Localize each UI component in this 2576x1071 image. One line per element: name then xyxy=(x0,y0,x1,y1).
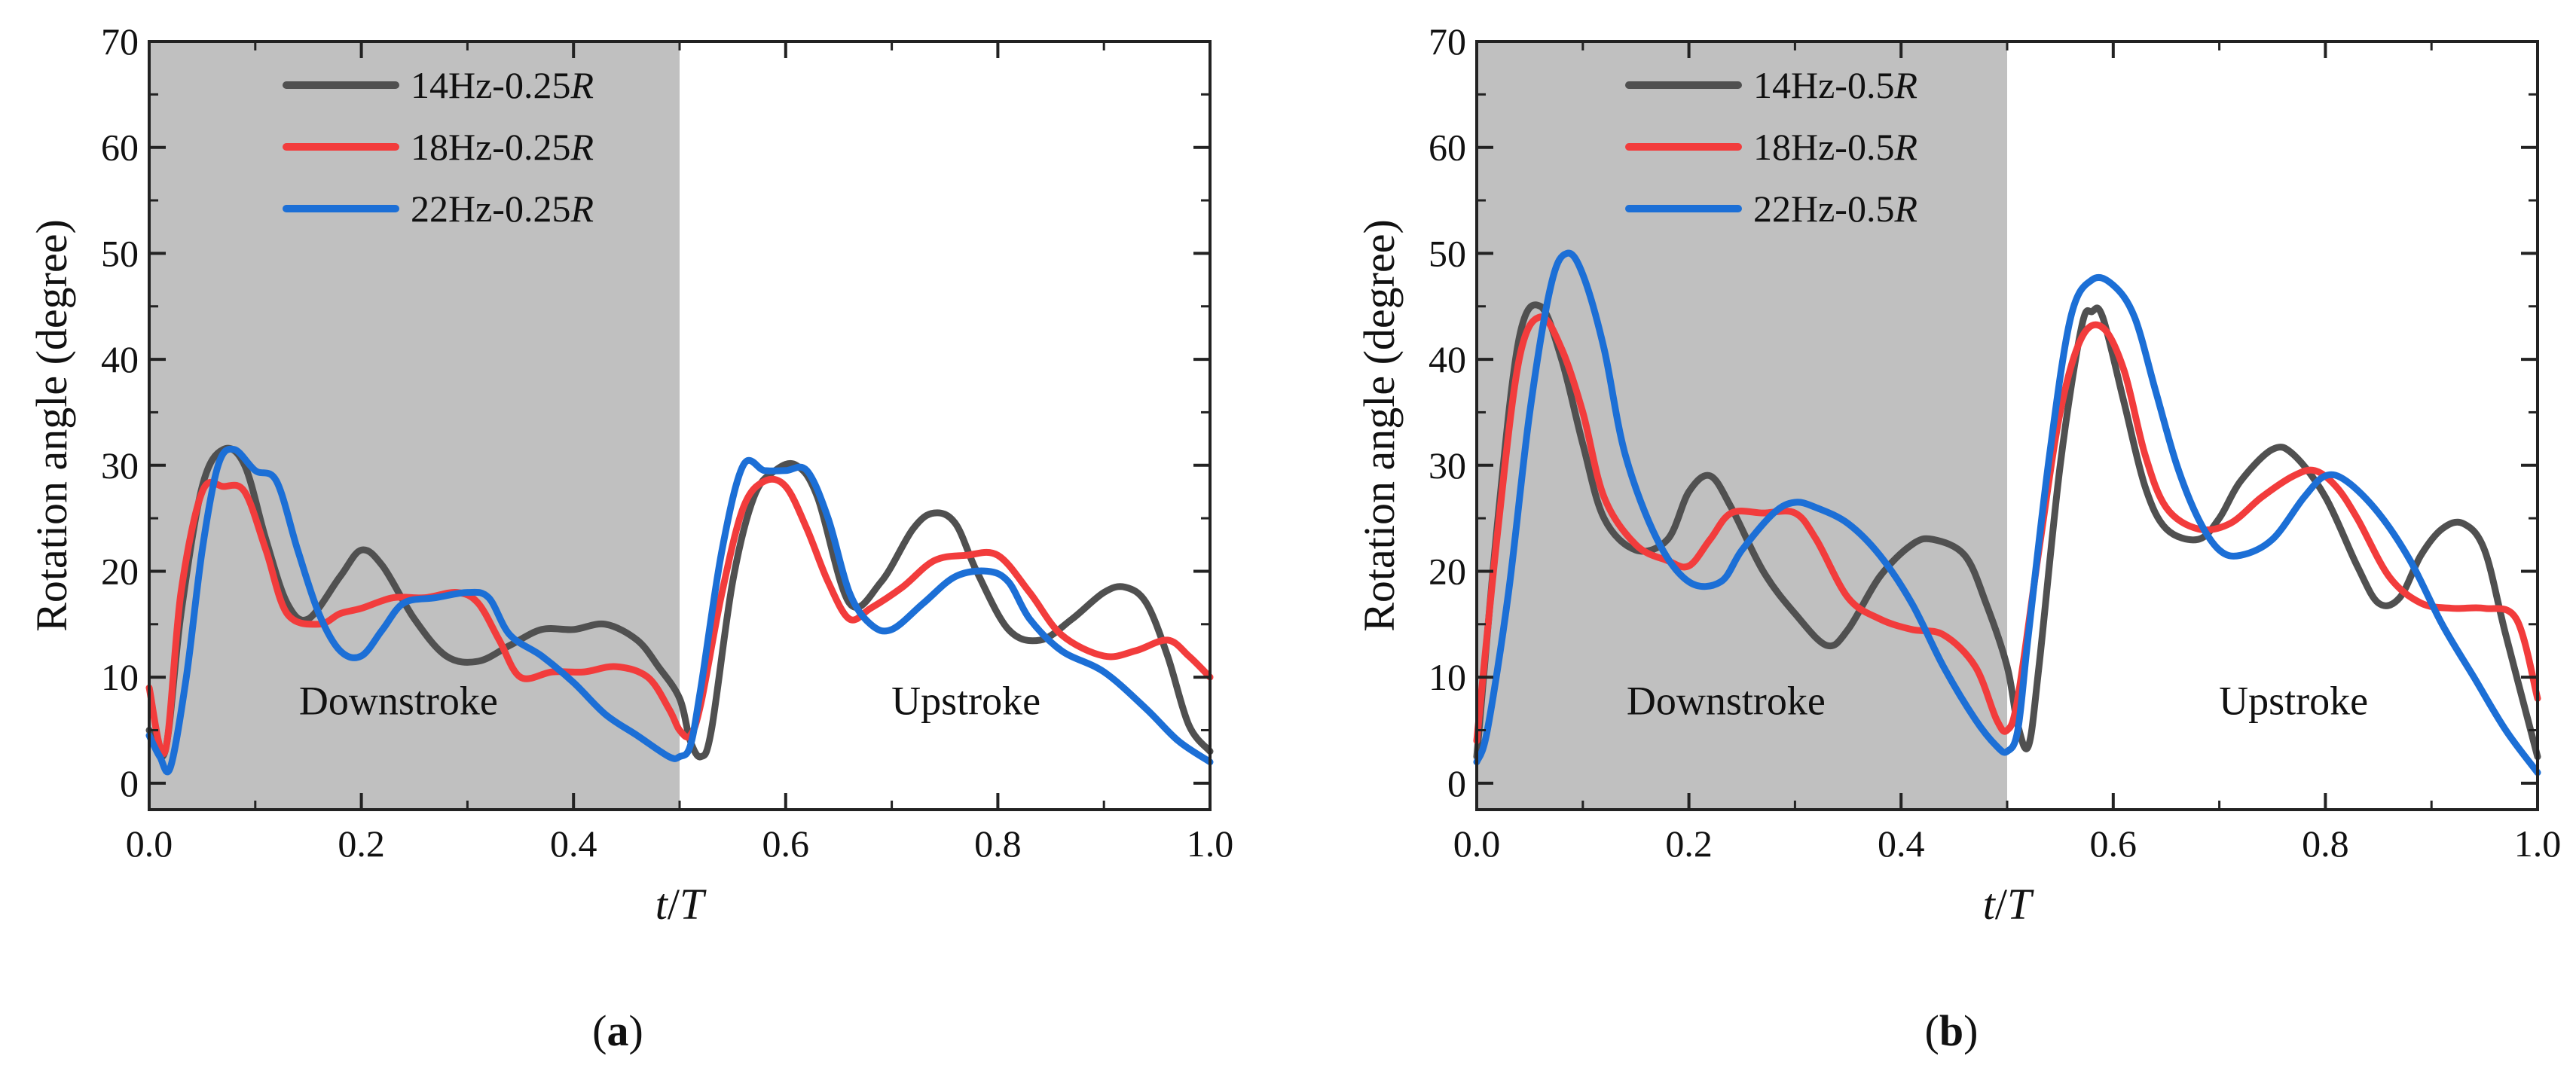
panel-a-ytick-label-60: 60 xyxy=(101,127,139,169)
panel-a-xlabel-part: t xyxy=(655,880,669,929)
panel-b-xtick-label-0.4: 0.4 xyxy=(1878,822,1925,865)
panel-b-legend-main: 14Hz-0.5 xyxy=(1753,64,1894,106)
panel-a-xlabel-part: T xyxy=(680,880,707,929)
panel-b-caption-close: ) xyxy=(1963,1006,1978,1055)
panel-b-xlabel: t/T xyxy=(1983,880,2034,929)
panel-b-xtick-label-1.0: 1.0 xyxy=(2514,822,2562,865)
panel-a-downstroke-shade xyxy=(149,41,680,810)
panel-a-xtick-label-0.8: 0.8 xyxy=(974,822,1022,865)
panel-b-ylabel: Rotation angle (degree) xyxy=(1355,219,1404,632)
panel-a-legend-italic: R xyxy=(570,64,594,106)
panel-a-ytick-label-0: 0 xyxy=(120,762,139,804)
panel-b-xlabel-part: t xyxy=(1983,880,1997,929)
panel-b-caption-open: ( xyxy=(1925,1006,1939,1055)
panel-a-series-line-3 xyxy=(145,445,1214,776)
panel-a-series-line-2 xyxy=(145,475,1214,758)
panel-a-downstroke-label: Downstroke xyxy=(299,678,498,723)
panel-a-caption-open: ( xyxy=(592,1006,607,1055)
panel-b-ytick-label-0: 0 xyxy=(1447,762,1466,804)
panel-a-ytick-label-40: 40 xyxy=(101,338,139,380)
panel-a-chart: Downstroke Upstroke 0 10 20 30 40 50 60 70 0.0 0.2 0… xyxy=(27,20,1233,1055)
panel-a-xtick-label-0.6: 0.6 xyxy=(762,822,810,865)
panel-b-series-line-3 xyxy=(1473,249,2541,777)
panel-a-legend-italic: R xyxy=(570,188,594,230)
panel-b-legend-label-2: 18Hz-0.5R xyxy=(1753,126,1917,168)
panel-b-legend-italic: R xyxy=(1893,64,1917,106)
panel-b-xtick-label-0.8: 0.8 xyxy=(2302,822,2349,865)
panel-b-xtick-label-0.2: 0.2 xyxy=(1665,822,1713,865)
panel-b-legend-italic: R xyxy=(1893,126,1917,168)
panel-a-ytick-label-20: 20 xyxy=(101,550,139,592)
panel-a-ylabel: Rotation angle (degree) xyxy=(27,219,76,632)
panel-b-ytick-label-20: 20 xyxy=(1429,550,1466,592)
panel-a-caption-letter: a xyxy=(607,1006,629,1055)
panel-a-ytick-label-10: 10 xyxy=(101,656,139,698)
panel-b-legend-label-1: 14Hz-0.5R xyxy=(1753,64,1917,106)
panel-a-ytick-label-30: 30 xyxy=(101,444,139,487)
panel-b-xlabel-part: T xyxy=(2007,880,2034,929)
panel-a-xtick-label-0.0: 0.0 xyxy=(126,822,173,865)
panel-a-caption-close: ) xyxy=(629,1006,643,1055)
panel-a-xtick-label-0.4: 0.4 xyxy=(550,822,597,865)
panel-b-legend-italic: R xyxy=(1893,188,1917,230)
panel-a-legend-main: 14Hz-0.25 xyxy=(411,64,570,106)
panel-b-legend-main: 22Hz-0.5 xyxy=(1753,188,1894,230)
panel-a-xtick-label-1.0: 1.0 xyxy=(1187,822,1234,865)
panel-b-series-line-2 xyxy=(1473,313,2541,745)
panel-a-ytick-label-50: 50 xyxy=(101,232,139,274)
panel-b-caption-letter: b xyxy=(1939,1006,1963,1055)
panel-a-upstroke-label: Upstroke xyxy=(891,678,1040,723)
panel-a-legend-label-3: 22Hz-0.25R xyxy=(411,188,594,230)
panel-a-caption: (a) xyxy=(592,1006,643,1055)
panel-a-xlabel-slash: / xyxy=(668,880,680,929)
panel-a-legend-label-1: 14Hz-0.25R xyxy=(411,64,594,106)
panel-b-downstroke-shade xyxy=(1477,41,2007,810)
panel-b-legend-label-3: 22Hz-0.5R xyxy=(1753,188,1917,230)
panel-b-legend-main: 18Hz-0.5 xyxy=(1753,126,1894,168)
panel-b-ytick-label-70: 70 xyxy=(1429,20,1466,63)
panel-b-ytick-label-40: 40 xyxy=(1429,338,1466,380)
panel-b-chart: Downstroke Upstroke 0 10 20 30 40 50 60 70 0.0 0.2 0… xyxy=(1355,20,2561,1055)
panel-a-legend-italic: R xyxy=(570,126,594,168)
panel-a-ytick-label-70: 70 xyxy=(101,20,139,63)
panel-b-ytick-label-10: 10 xyxy=(1429,656,1466,698)
panel-b-ytick-label-50: 50 xyxy=(1429,232,1466,274)
panel-a-legend-main: 18Hz-0.25 xyxy=(411,126,570,168)
panel-b-ytick-label-30: 30 xyxy=(1429,444,1466,487)
panel-b-downstroke-label: Downstroke xyxy=(1627,678,1826,723)
panel-b-xlabel-slash: / xyxy=(1995,880,2008,929)
panel-b-xtick-label-0.6: 0.6 xyxy=(2090,822,2137,865)
panel-b-upstroke-label: Upstroke xyxy=(2219,678,2368,723)
panel-b-xtick-label-0.0: 0.0 xyxy=(1453,822,1501,865)
panel-b-series-line-1 xyxy=(1473,301,2541,761)
panel-a-legend-main: 22Hz-0.25 xyxy=(411,188,570,230)
panel-a-legend-label-2: 18Hz-0.25R xyxy=(411,126,594,168)
panel-b-ytick-label-60: 60 xyxy=(1429,127,1466,169)
panel-b-caption: (b) xyxy=(1925,1006,1979,1055)
panel-a-xtick-label-0.2: 0.2 xyxy=(338,822,385,865)
panel-a-xlabel: t/T xyxy=(655,880,707,929)
